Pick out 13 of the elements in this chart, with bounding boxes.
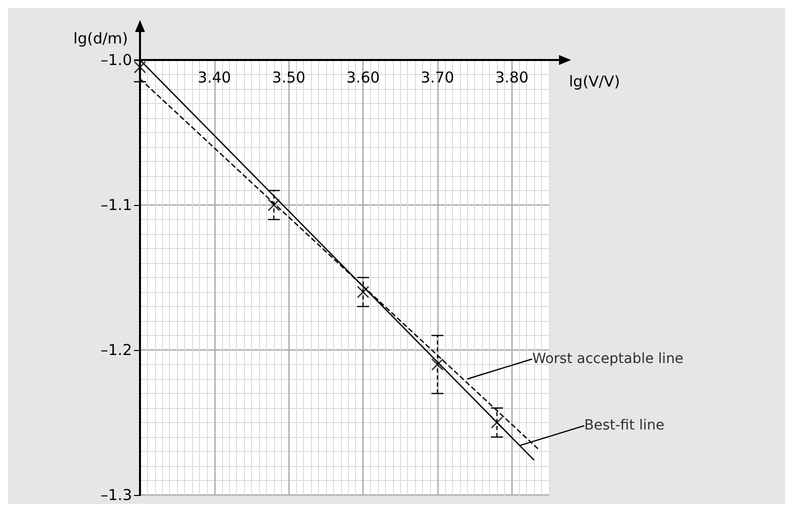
x-tick-label: 3.80	[495, 68, 529, 86]
y-tick-label: –1.0	[100, 51, 132, 69]
x-tick-label: 3.70	[420, 68, 454, 86]
y-tick-label: –1.1	[100, 196, 132, 214]
y-tick-label: –1.2	[100, 341, 132, 359]
x-tick-label: 3.50	[272, 68, 306, 86]
annotation: Best-fit line	[584, 418, 664, 434]
x-axis-title: lg(V/V)	[569, 72, 620, 90]
x-tick-label: 3.40	[198, 68, 232, 86]
annotation: Worst acceptable line	[532, 351, 684, 367]
y-axis-title: lg(d/m)	[73, 30, 128, 48]
x-tick-label: 3.60	[346, 68, 380, 86]
y-tick-label: –1.3	[100, 486, 132, 504]
